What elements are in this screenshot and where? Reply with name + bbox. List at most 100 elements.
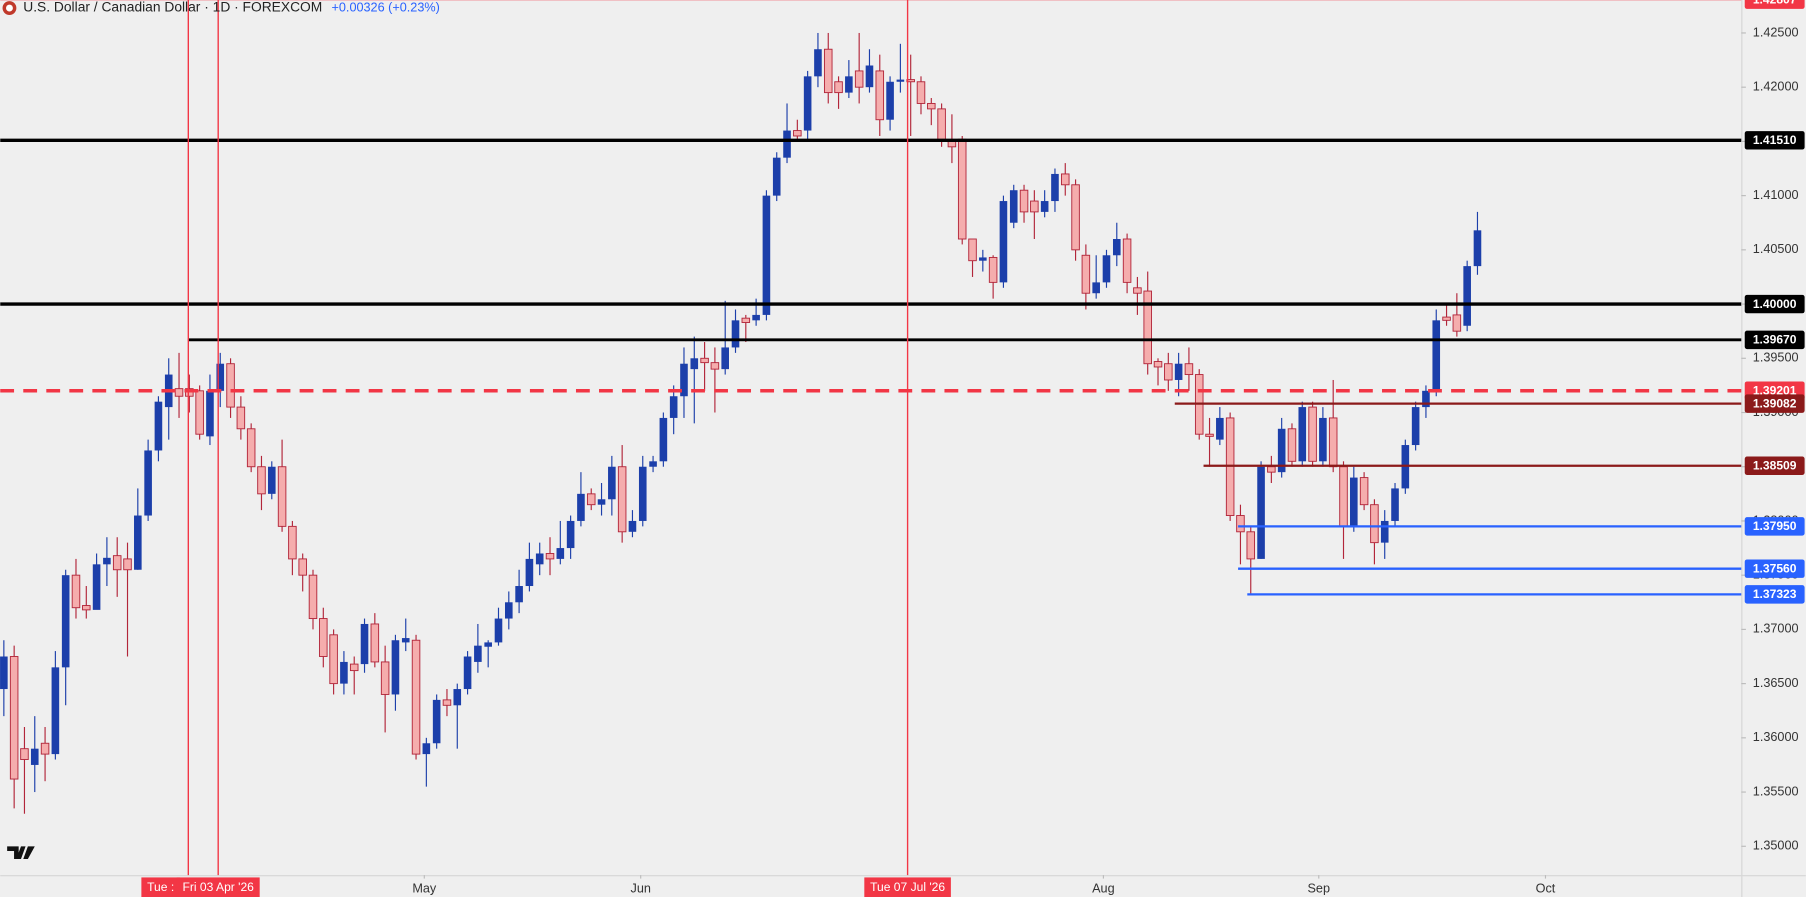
candle-body	[1287, 428, 1297, 462]
candle-body	[206, 390, 214, 437]
candle-body	[556, 548, 565, 559]
candle-body	[484, 642, 492, 647]
candle-body	[515, 586, 523, 603]
candle-body	[442, 699, 452, 706]
candle-body	[741, 317, 751, 323]
candle-body	[608, 466, 616, 500]
candle-body	[1092, 282, 1100, 294]
candle-body	[731, 320, 740, 348]
candle-body	[0, 656, 8, 690]
level-label: 1.37323	[1753, 587, 1797, 601]
candle-body	[680, 363, 688, 397]
overlay: 1.35000 1.35500 1.36000 1.36500 1.37000 1.375…	[141, 0, 1805, 897]
candle-body	[174, 388, 184, 397]
level-label: 1.42807	[1753, 0, 1797, 6]
candle-body	[246, 428, 256, 468]
candle-body	[1102, 255, 1111, 283]
candle-body	[308, 574, 318, 620]
candle-body	[886, 81, 894, 120]
candle-body	[103, 557, 111, 565]
candle-body	[957, 138, 967, 240]
candle-body	[216, 363, 225, 391]
candle-body	[690, 358, 699, 370]
level-label: 1.41510	[1753, 133, 1797, 147]
candle-body	[1380, 520, 1389, 543]
level-label-box	[1744, 559, 1805, 578]
level-label-box	[1744, 456, 1805, 475]
candle-body	[525, 558, 534, 587]
candle-body	[823, 48, 833, 94]
candle-body	[391, 640, 400, 695]
crosshair-label-box	[176, 877, 260, 897]
candle-body	[1051, 173, 1059, 202]
candle-body	[298, 558, 307, 576]
crosshair-label: Tue 07 Jul '26	[870, 880, 945, 894]
candle-body	[927, 102, 936, 110]
candle-body	[82, 605, 91, 611]
candle-body	[597, 499, 606, 505]
candle-body	[752, 314, 760, 321]
header: U.S. Dollar / Canadian Dollar · 1D · FOR…	[2, 0, 440, 15]
candle-body	[649, 461, 657, 467]
y-tick-label: 1.35000	[1753, 839, 1799, 853]
crosshair-label-box	[141, 877, 180, 897]
level-label-box	[1744, 294, 1805, 314]
candle-body	[340, 661, 348, 684]
candle-body	[51, 667, 60, 755]
candle-body	[1422, 390, 1430, 408]
x-tick-label: Oct	[1536, 881, 1556, 895]
candle-body	[814, 49, 822, 77]
candle-body	[1030, 200, 1039, 213]
candle-body	[1205, 433, 1214, 437]
candle-body	[535, 553, 544, 565]
candle-body	[411, 639, 421, 755]
candle-body	[1236, 515, 1245, 533]
y-tick-label: 1.42000	[1753, 80, 1799, 94]
candle-body	[937, 108, 946, 142]
candle-body	[586, 493, 596, 506]
candle-body	[1143, 290, 1152, 365]
candle-body	[906, 79, 915, 83]
candle-body	[638, 466, 647, 521]
candle-body	[896, 79, 905, 82]
flag-icon-inner	[6, 4, 13, 12]
candle-body	[721, 347, 730, 370]
candle-body	[1391, 488, 1399, 521]
candle-body	[61, 575, 70, 668]
candle-body	[577, 493, 585, 521]
candle-body	[545, 553, 555, 560]
candle-body	[669, 396, 678, 418]
candle-body	[566, 520, 575, 549]
tv-logo	[7, 846, 35, 860]
candle-body	[9, 656, 19, 780]
candle-body	[319, 618, 328, 657]
candle-body	[988, 256, 998, 283]
candle-body	[123, 558, 132, 571]
candle-body	[793, 130, 802, 137]
level-label-box	[1744, 330, 1805, 350]
candle-body	[277, 466, 287, 527]
candle-body	[257, 466, 266, 495]
candle-body	[854, 70, 864, 88]
candle-body	[783, 130, 791, 158]
candle-body	[494, 618, 503, 643]
candle-body	[1174, 363, 1183, 380]
candle-body	[185, 388, 194, 397]
candle-body	[30, 748, 39, 765]
crosshair-label: Tue :	[147, 880, 174, 894]
candle-body	[1411, 407, 1420, 446]
candle-body	[700, 357, 709, 364]
candle-body	[762, 195, 771, 315]
candle-body	[1009, 190, 1018, 223]
candle-body	[1153, 361, 1163, 368]
candle-body	[195, 390, 204, 435]
logo-mark	[7, 846, 35, 860]
candle-body	[112, 555, 122, 571]
plot-area	[0, 0, 1742, 876]
candle-body	[288, 525, 297, 560]
x-tick-label: Jun	[630, 881, 650, 895]
chart-title: U.S. Dollar / Canadian Dollar · 1D · FOR…	[23, 0, 322, 15]
candle-body	[1359, 477, 1369, 506]
candle-body	[1463, 266, 1471, 326]
